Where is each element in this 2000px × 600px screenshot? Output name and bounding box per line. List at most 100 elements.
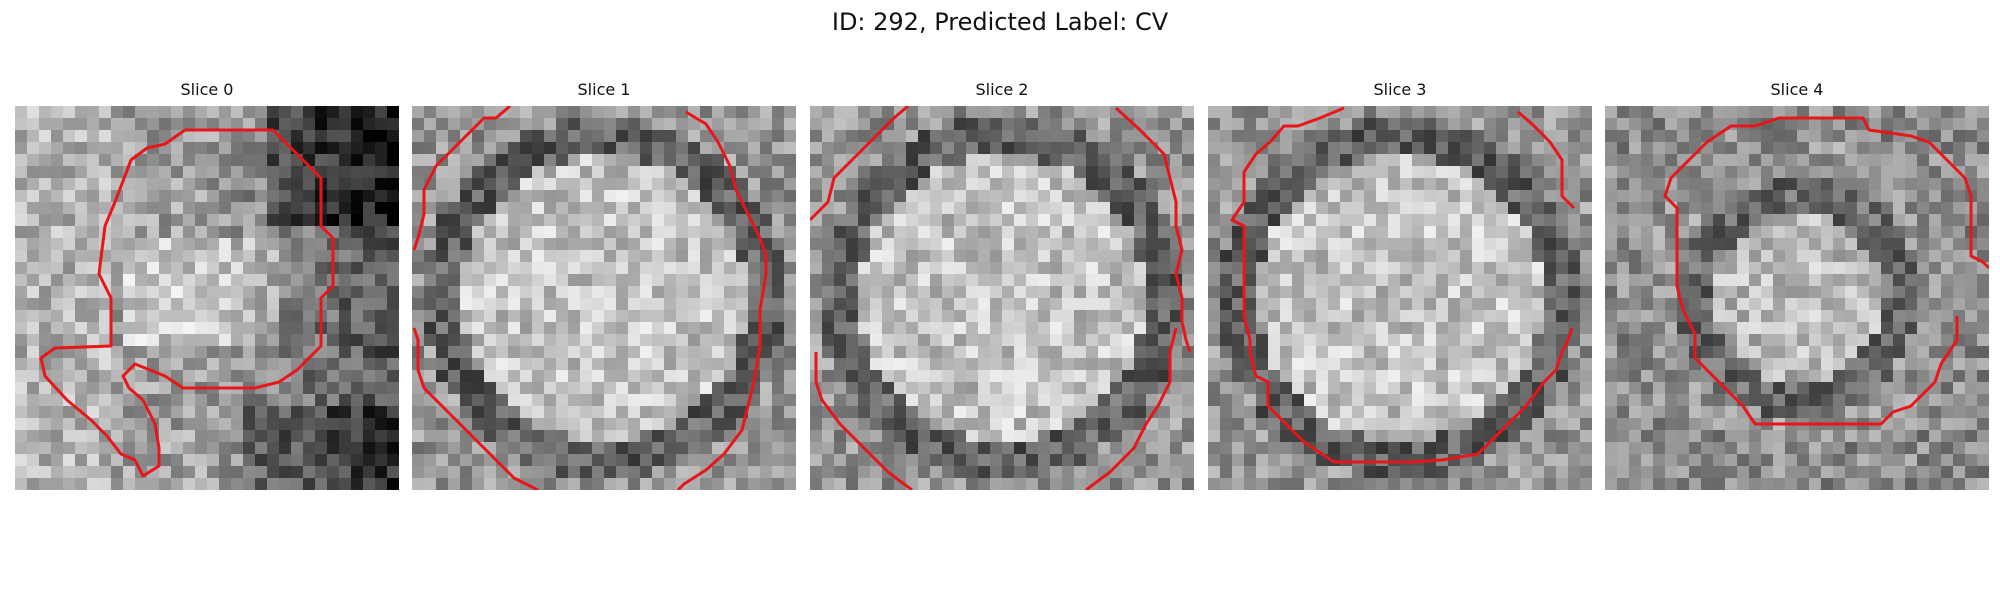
pixel xyxy=(1400,142,1413,155)
pixel xyxy=(448,262,461,275)
pixel xyxy=(1857,334,1870,347)
pixel xyxy=(1845,310,1858,323)
pixel xyxy=(291,346,304,359)
pixel xyxy=(724,478,737,490)
pixel xyxy=(460,394,473,407)
pixel xyxy=(1532,226,1545,239)
pixel xyxy=(99,154,112,167)
pixel xyxy=(1496,298,1509,311)
pixel xyxy=(1062,394,1075,407)
pixel xyxy=(894,130,907,143)
pixel xyxy=(568,298,581,311)
pixel xyxy=(556,202,569,215)
pixel xyxy=(27,442,40,455)
pixel xyxy=(1737,190,1750,203)
pixel xyxy=(990,250,1003,263)
pixel xyxy=(1496,478,1509,490)
pixel xyxy=(580,442,593,455)
pixel xyxy=(882,454,895,467)
pixel xyxy=(1881,370,1894,383)
pixel xyxy=(1412,118,1425,131)
pixel xyxy=(1074,382,1087,395)
pixel xyxy=(700,262,713,275)
pixel xyxy=(1580,370,1592,383)
pixel xyxy=(39,454,52,467)
pixel xyxy=(1917,262,1930,275)
pixel xyxy=(1050,394,1063,407)
pixel xyxy=(1328,118,1341,131)
pixel xyxy=(1232,106,1245,119)
pixel xyxy=(604,106,617,119)
pixel xyxy=(918,406,931,419)
pixel xyxy=(1905,214,1918,227)
pixel xyxy=(822,430,835,443)
pixel xyxy=(1292,394,1305,407)
pixel xyxy=(87,346,100,359)
pixel xyxy=(1388,406,1401,419)
pixel xyxy=(580,202,593,215)
pixel xyxy=(1617,286,1630,299)
pixel xyxy=(1629,382,1642,395)
pixel xyxy=(1110,442,1123,455)
pixel xyxy=(894,286,907,299)
pixel xyxy=(652,274,665,287)
pixel xyxy=(496,418,509,431)
pixel xyxy=(1725,142,1738,155)
pixel xyxy=(846,274,859,287)
pixel xyxy=(906,382,919,395)
pixel xyxy=(918,118,931,131)
pixel xyxy=(1026,178,1039,191)
pixel xyxy=(1050,358,1063,371)
pixel xyxy=(990,142,1003,155)
pixel xyxy=(882,106,895,119)
pixel xyxy=(906,298,919,311)
pixel xyxy=(1208,454,1221,467)
pixel xyxy=(724,130,737,143)
pixel xyxy=(315,406,328,419)
pixel xyxy=(147,202,160,215)
pixel xyxy=(1086,166,1099,179)
pixel xyxy=(784,430,796,443)
pixel xyxy=(1400,106,1413,119)
pixel xyxy=(1929,214,1942,227)
pixel xyxy=(1953,262,1966,275)
pixel xyxy=(1869,310,1882,323)
pixel xyxy=(207,322,220,335)
pixel xyxy=(448,430,461,443)
pixel xyxy=(664,190,677,203)
pixel xyxy=(387,202,399,215)
pixel xyxy=(75,418,88,431)
pixel xyxy=(87,262,100,275)
pixel xyxy=(1653,106,1666,119)
pixel xyxy=(736,382,749,395)
pixel xyxy=(1773,190,1786,203)
pixel xyxy=(1641,370,1654,383)
pixel xyxy=(676,106,689,119)
pixel xyxy=(556,106,569,119)
pixel xyxy=(1400,418,1413,431)
pixel xyxy=(784,310,796,323)
pixel xyxy=(1941,250,1954,263)
pixel xyxy=(1002,106,1015,119)
pixel xyxy=(111,370,124,383)
pixel xyxy=(279,202,292,215)
pixel xyxy=(1725,310,1738,323)
pixel xyxy=(1821,202,1834,215)
pixel xyxy=(27,106,40,119)
pixel xyxy=(123,202,136,215)
pixel xyxy=(303,106,316,119)
pixel xyxy=(1292,286,1305,299)
pixel xyxy=(1580,250,1592,263)
pixel xyxy=(339,142,352,155)
pixel xyxy=(918,130,931,143)
pixel xyxy=(387,142,399,155)
pixel xyxy=(1268,106,1281,119)
pixel xyxy=(1472,370,1485,383)
pixel xyxy=(640,394,653,407)
pixel xyxy=(1062,142,1075,155)
pixel xyxy=(1472,262,1485,275)
pixel xyxy=(1797,166,1810,179)
pixel xyxy=(1881,310,1894,323)
pixel xyxy=(1364,406,1377,419)
pixel xyxy=(1098,106,1111,119)
